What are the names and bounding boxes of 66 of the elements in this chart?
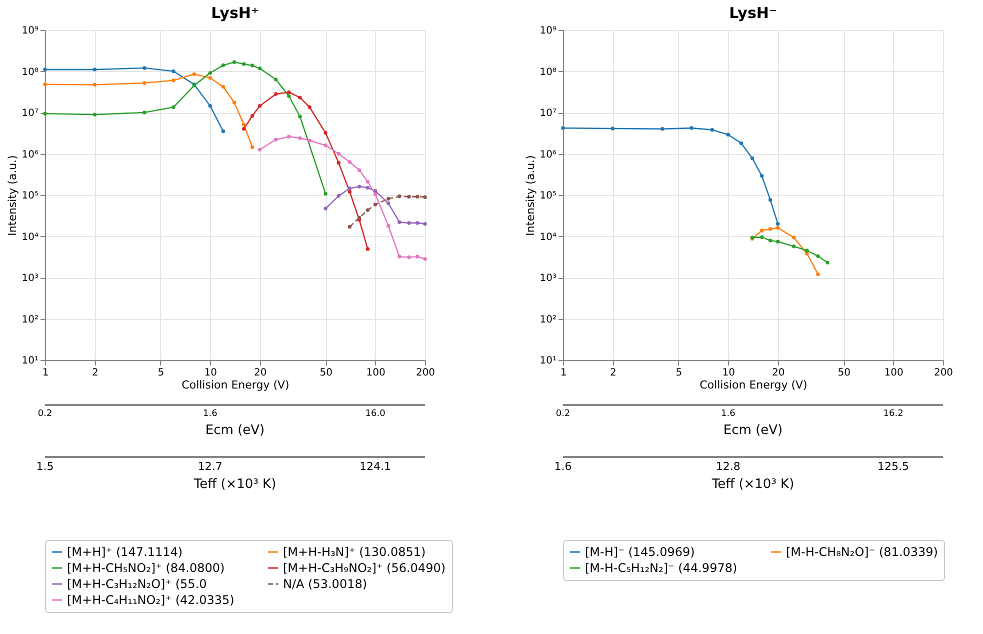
text: 0.2: [38, 409, 52, 419]
x-tick-label: 20: [772, 368, 785, 378]
x-axis-title: Collision Energy (V): [700, 378, 808, 392]
chart-title: LysH⁺: [211, 4, 259, 22]
y-tick-label: 10⁵: [22, 190, 38, 202]
y-axis-title: Intensity (a.u.): [6, 155, 19, 236]
text: Ecm (eV): [205, 423, 265, 438]
y-tick-label: 10⁸: [22, 66, 38, 78]
text: 1.5: [36, 460, 54, 473]
y-tick-label: 10⁹: [540, 26, 556, 36]
legend-label: [M-H-C₅H₁₂N₂]⁻ (44.9978): [585, 561, 738, 575]
text: 125.5: [878, 460, 910, 473]
x-tick-label: 100: [366, 368, 386, 378]
x-tick-label: 2: [92, 368, 98, 378]
legend-label: [M-H]⁻ (145.0969): [585, 545, 695, 559]
y-tick-label: 10⁹: [22, 26, 38, 36]
x-tick-label: 100: [884, 368, 904, 378]
y-axis-title: Intensity (a.u.): [524, 155, 537, 236]
y-tick-label: 10⁵: [540, 190, 556, 202]
x-tick-label: 2: [610, 368, 616, 378]
y-tick-label: 10²: [540, 314, 556, 326]
text: 12.8: [716, 460, 740, 473]
legend-label: [M+H-C₄H₁₁NO₂]⁺ (42.0335): [67, 593, 234, 607]
y-tick-label: 10³: [22, 273, 38, 284]
x-tick-label: 1: [42, 368, 49, 378]
legend-label: N/A (53.0018): [283, 577, 368, 591]
y-tick-label: 10⁴: [22, 232, 38, 243]
x-tick-label: 1: [560, 368, 567, 378]
text: 0.2: [556, 409, 570, 419]
legend-label: [M+H-H₃N]⁺ (130.0851): [283, 545, 426, 559]
y-tick-label: 10⁷: [540, 108, 556, 119]
y-tick-label: 10¹: [22, 356, 38, 366]
text: 1.6: [720, 409, 736, 419]
x-tick-label: 5: [158, 368, 164, 378]
text: Teff (×10³ K): [192, 477, 276, 492]
x-tick-label: 5: [676, 368, 682, 378]
text: Teff (×10³ K): [710, 477, 794, 492]
y-tick-label: 10¹: [540, 356, 556, 366]
y-tick-label: 10⁶: [540, 149, 556, 160]
text: 124.1: [360, 460, 392, 473]
x-axis-title: Collision Energy (V): [182, 378, 290, 392]
x-tick-label: 20: [254, 368, 267, 378]
text: Ecm (eV): [723, 423, 783, 438]
legend-label: [M+H-CH₅NO₂]⁺ (84.0800): [67, 561, 225, 575]
x-tick-label: 50: [320, 368, 332, 378]
legend-label: [M+H-C₃H₁₂N₂O]⁺ (55.0: [67, 577, 207, 591]
legend-label: [M+H-C₃H₉NO₂]⁺ (56.0490): [283, 561, 446, 575]
text: 1.6: [202, 409, 218, 419]
text: 16.0: [365, 409, 386, 419]
y-tick-label: 10⁷: [22, 108, 38, 119]
x-tick-label: 10: [722, 368, 736, 378]
y-tick-label: 10²: [22, 314, 38, 326]
y-tick-label: 10⁶: [22, 149, 38, 160]
legend-label: [M-H-CH₈N₂O]⁻ (81.0339): [786, 545, 938, 559]
x-tick-label: 200: [934, 368, 954, 378]
x-tick-label: 10: [204, 368, 218, 378]
text: 1.6: [554, 460, 572, 473]
x-tick-label: 200: [416, 368, 436, 378]
text: 16.2: [883, 409, 904, 419]
text: 12.7: [198, 460, 222, 473]
legend-label: [M+H]⁺ (147.1114): [67, 545, 183, 559]
y-tick-label: 10³: [540, 273, 556, 284]
chart-title: LysH⁻: [729, 4, 777, 22]
y-tick-label: 10⁴: [540, 232, 556, 243]
y-tick-label: 10⁸: [540, 66, 556, 78]
x-tick-label: 50: [838, 368, 850, 378]
